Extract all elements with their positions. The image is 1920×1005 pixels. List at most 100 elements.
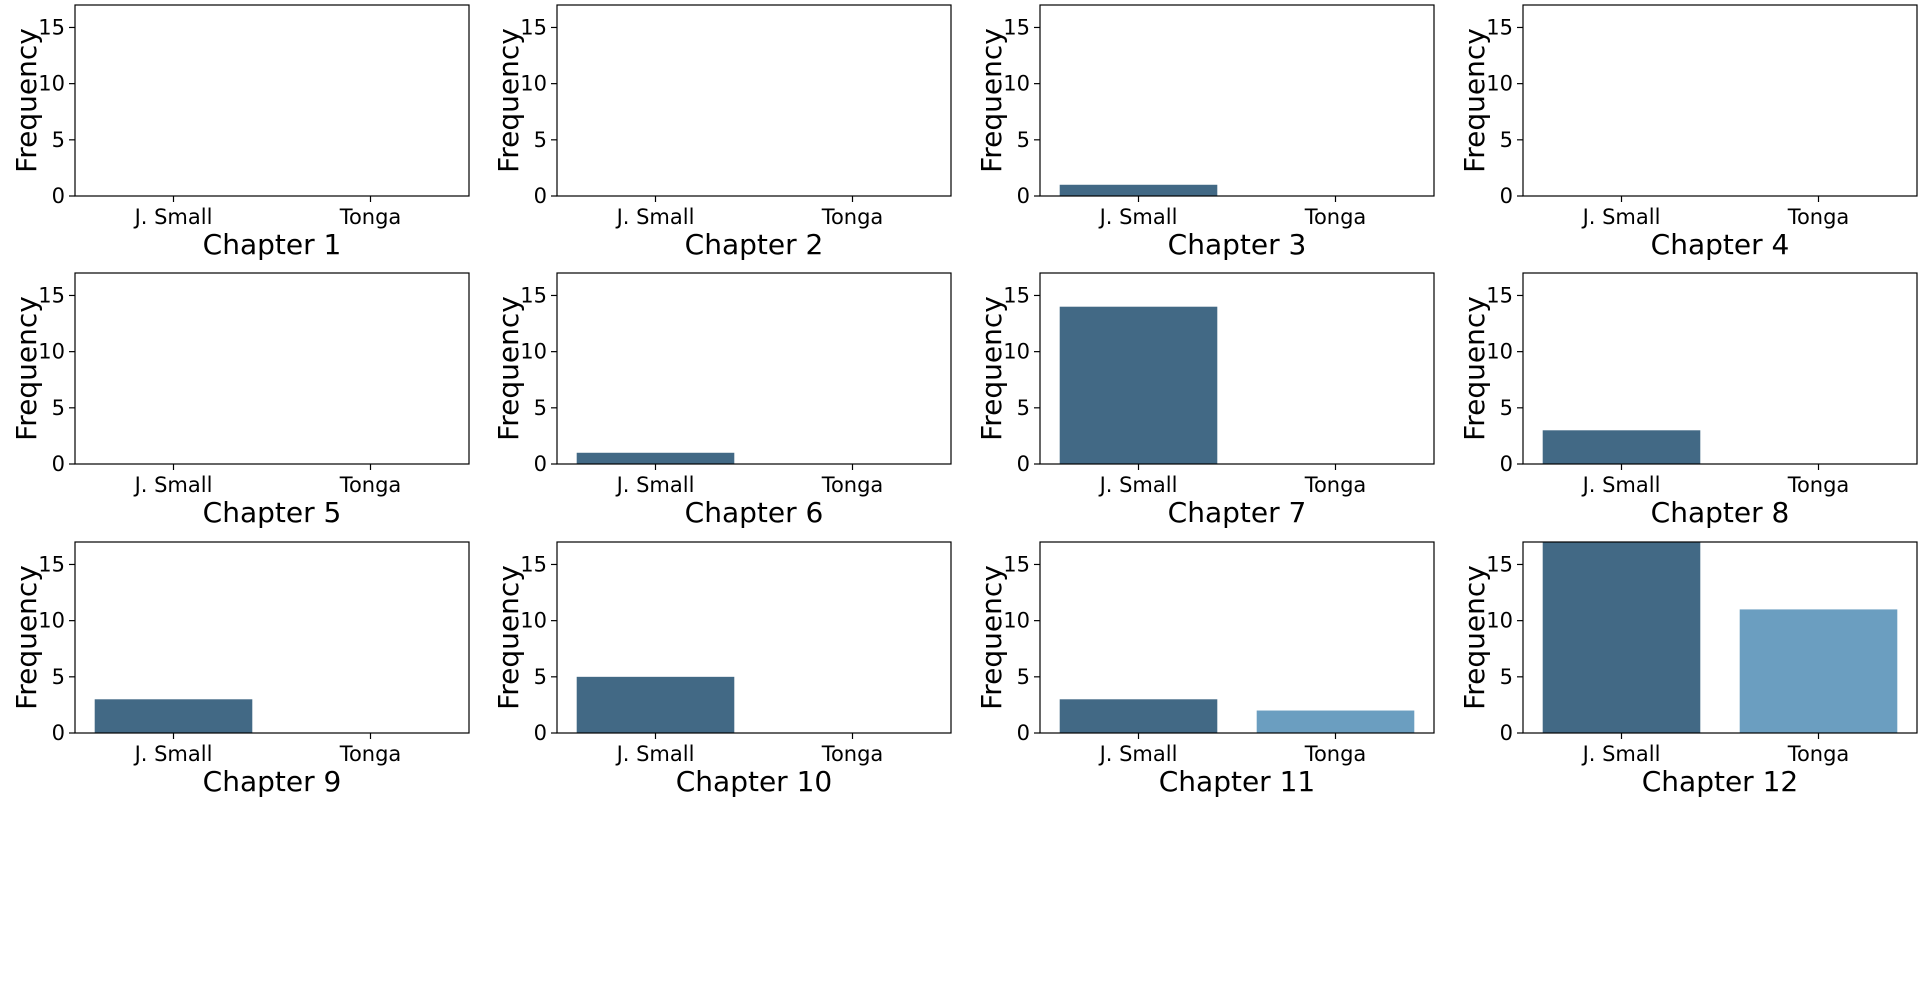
y-tick-label-6-10: 10 <box>520 340 547 364</box>
y-axis-label-1: Frequency <box>10 28 43 173</box>
y-tick-label-5-0: 0 <box>52 452 65 476</box>
y-tick-label-5-15: 15 <box>38 283 65 307</box>
x-tick-label-12-j-small: J. Small <box>1581 742 1661 766</box>
axes-frame-1 <box>74 4 470 197</box>
x-tick-label-8-j-small: J. Small <box>1581 473 1661 497</box>
bar-chapter-3-j-small <box>1059 184 1218 196</box>
y-tick-label-3-10: 10 <box>1003 72 1030 96</box>
y-tick-label-8-10: 10 <box>1486 340 1513 364</box>
y-tick-label-1-15: 15 <box>38 15 65 39</box>
x-tick-label-1-j-small: J. Small <box>133 205 213 229</box>
bar-chapter-9-j-small <box>94 699 253 733</box>
y-tick-label-2-5: 5 <box>534 128 547 152</box>
y-tick-label-8-15: 15 <box>1486 283 1513 307</box>
y-axis-label-11: Frequency <box>975 565 1008 710</box>
y-tick-label-8-0: 0 <box>1500 452 1513 476</box>
x-tick-label-2-j-small: J. Small <box>615 205 695 229</box>
y-tick-label-3-15: 15 <box>1003 15 1030 39</box>
y-tick-label-10-10: 10 <box>520 609 547 633</box>
x-tick-label-2-tonga: Tonga <box>821 205 884 229</box>
x-tick-label-9-j-small: J. Small <box>133 742 213 766</box>
y-tick-label-7-10: 10 <box>1003 340 1030 364</box>
bar-chapter-11-j-small <box>1059 699 1218 733</box>
x-tick-label-3-j-small: J. Small <box>1098 205 1178 229</box>
bar-chapter-12-tonga <box>1739 609 1898 733</box>
axes-frame-10 <box>556 541 952 734</box>
y-tick-label-4-10: 10 <box>1486 72 1513 96</box>
y-axis-label-8: Frequency <box>1458 296 1491 441</box>
x-axis-label-7: Chapter 7 <box>1168 496 1307 529</box>
y-tick-label-4-0: 0 <box>1500 184 1513 208</box>
x-axis-label-12: Chapter 12 <box>1642 765 1798 798</box>
y-tick-label-5-10: 10 <box>38 340 65 364</box>
y-tick-label-10-0: 0 <box>534 721 547 745</box>
y-tick-label-11-0: 0 <box>1017 721 1030 745</box>
bar-chapter-6-j-small <box>576 452 735 464</box>
x-tick-label-1-tonga: Tonga <box>339 205 402 229</box>
y-tick-label-1-0: 0 <box>52 184 65 208</box>
x-tick-label-8-tonga: Tonga <box>1787 473 1850 497</box>
x-tick-label-3-tonga: Tonga <box>1304 205 1367 229</box>
x-axis-label-1: Chapter 1 <box>203 228 342 261</box>
y-tick-label-6-15: 15 <box>520 283 547 307</box>
x-tick-label-7-j-small: J. Small <box>1098 473 1178 497</box>
x-axis-label-10: Chapter 10 <box>676 765 832 798</box>
y-tick-label-12-10: 10 <box>1486 609 1513 633</box>
y-tick-label-3-5: 5 <box>1017 128 1030 152</box>
y-tick-label-9-0: 0 <box>52 721 65 745</box>
bar-chapter-8-j-small <box>1542 430 1701 464</box>
x-axis-label-5: Chapter 5 <box>203 496 342 529</box>
y-tick-label-1-10: 10 <box>38 72 65 96</box>
y-tick-label-4-5: 5 <box>1500 128 1513 152</box>
axes-frame-12 <box>1522 541 1918 734</box>
x-tick-label-5-tonga: Tonga <box>339 473 402 497</box>
y-axis-label-2: Frequency <box>492 28 525 173</box>
bar-chapter-10-j-small <box>576 676 735 733</box>
y-tick-label-12-15: 15 <box>1486 552 1513 576</box>
x-tick-label-6-tonga: Tonga <box>821 473 884 497</box>
x-axis-label-6: Chapter 6 <box>685 496 824 529</box>
x-tick-label-11-j-small: J. Small <box>1098 742 1178 766</box>
y-tick-label-2-15: 15 <box>520 15 547 39</box>
y-axis-label-4: Frequency <box>1458 28 1491 173</box>
y-tick-label-7-15: 15 <box>1003 283 1030 307</box>
y-tick-label-1-5: 5 <box>52 128 65 152</box>
x-axis-label-8: Chapter 8 <box>1651 496 1790 529</box>
x-axis-label-4: Chapter 4 <box>1651 228 1790 261</box>
bar-chapter-11-tonga <box>1256 710 1415 733</box>
y-tick-label-7-5: 5 <box>1017 396 1030 420</box>
x-tick-label-12-tonga: Tonga <box>1787 742 1850 766</box>
axes-frame-5 <box>74 272 470 465</box>
x-axis-label-3: Chapter 3 <box>1168 228 1307 261</box>
x-tick-label-11-tonga: Tonga <box>1304 742 1367 766</box>
y-axis-label-10: Frequency <box>492 565 525 710</box>
y-tick-label-11-10: 10 <box>1003 609 1030 633</box>
y-tick-label-2-10: 10 <box>520 72 547 96</box>
x-tick-label-9-tonga: Tonga <box>339 742 402 766</box>
y-tick-label-6-0: 0 <box>534 452 547 476</box>
y-tick-label-9-15: 15 <box>38 552 65 576</box>
x-tick-label-10-j-small: J. Small <box>615 742 695 766</box>
axes-frame-8 <box>1522 272 1918 465</box>
x-tick-label-7-tonga: Tonga <box>1304 473 1367 497</box>
x-tick-label-5-j-small: J. Small <box>133 473 213 497</box>
y-axis-label-6: Frequency <box>492 296 525 441</box>
y-tick-label-11-15: 15 <box>1003 552 1030 576</box>
bar-chapter-7-j-small <box>1059 306 1218 464</box>
axes-frame-9 <box>74 541 470 734</box>
x-tick-label-4-tonga: Tonga <box>1787 205 1850 229</box>
y-tick-label-10-5: 5 <box>534 665 547 689</box>
x-tick-label-4-j-small: J. Small <box>1581 205 1661 229</box>
axes-frame-2 <box>556 4 952 197</box>
y-tick-label-12-0: 0 <box>1500 721 1513 745</box>
